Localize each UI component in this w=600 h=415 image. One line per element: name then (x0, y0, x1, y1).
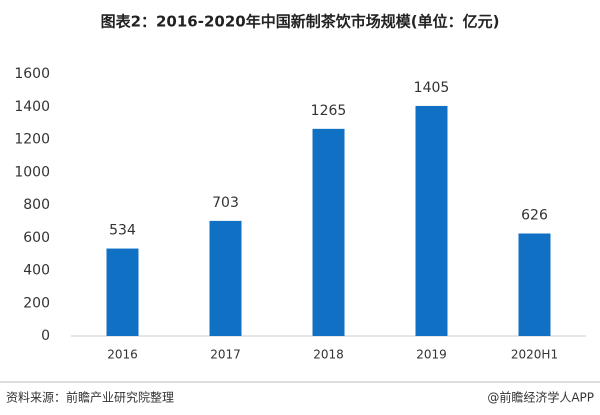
y-tick-label: 0 (41, 328, 50, 344)
y-tick-label: 1200 (14, 132, 50, 148)
y-tick-label: 1400 (14, 99, 50, 115)
data-label: 703 (212, 195, 239, 211)
bar (518, 233, 551, 336)
y-tick-label: 200 (23, 295, 50, 311)
chart-title: 图表2：2016-2020年中国新制茶饮市场规模(单位：亿元) (101, 13, 500, 31)
x-tick-label: 2016 (107, 348, 138, 362)
bar (209, 220, 242, 336)
x-tick-label: 2019 (416, 348, 447, 362)
x-tick-label: 2018 (313, 348, 344, 362)
source-note: 资料来源：前瞻产业研究院整理 (6, 390, 174, 405)
x-tick-label: 2020H1 (511, 348, 558, 362)
data-label: 1405 (414, 80, 450, 96)
bar (415, 105, 448, 337)
y-tick-label: 400 (23, 263, 50, 279)
y-tick-label: 1600 (14, 66, 50, 82)
bar (312, 128, 345, 336)
y-tick-label: 1000 (14, 164, 50, 180)
y-tick-label: 800 (23, 197, 50, 213)
y-tick-label: 600 (23, 230, 50, 246)
data-label: 1265 (311, 103, 347, 119)
data-label: 534 (109, 223, 136, 239)
bar (106, 248, 139, 336)
x-tick-label: 2017 (210, 348, 241, 362)
data-label: 626 (521, 207, 548, 223)
credit-note: @前瞻经济学人APP (487, 390, 594, 405)
